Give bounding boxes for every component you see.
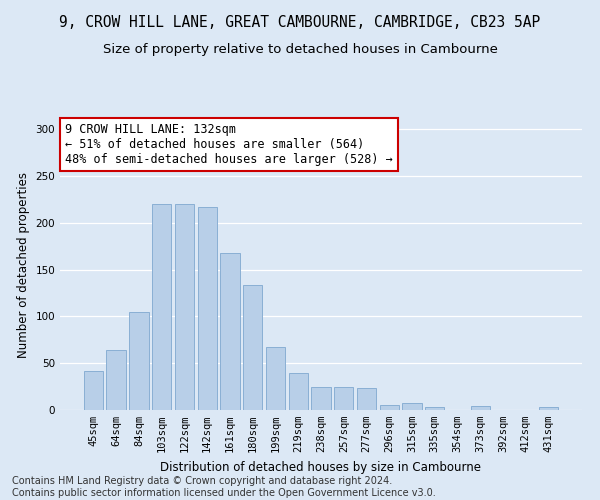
Bar xyxy=(84,370,103,410)
Bar xyxy=(311,386,331,410)
Bar xyxy=(129,312,149,410)
Bar xyxy=(334,386,353,410)
Bar xyxy=(539,407,558,410)
Text: Size of property relative to detached houses in Cambourne: Size of property relative to detached ho… xyxy=(103,42,497,56)
Bar xyxy=(357,388,376,410)
Text: Contains HM Land Registry data © Crown copyright and database right 2024.
Contai: Contains HM Land Registry data © Crown c… xyxy=(12,476,436,498)
Bar xyxy=(152,204,172,410)
Bar xyxy=(289,372,308,410)
Bar xyxy=(425,407,445,410)
Text: 9, CROW HILL LANE, GREAT CAMBOURNE, CAMBRIDGE, CB23 5AP: 9, CROW HILL LANE, GREAT CAMBOURNE, CAMB… xyxy=(59,15,541,30)
Y-axis label: Number of detached properties: Number of detached properties xyxy=(17,172,30,358)
X-axis label: Distribution of detached houses by size in Cambourne: Distribution of detached houses by size … xyxy=(161,460,482,473)
Bar xyxy=(403,404,422,410)
Bar xyxy=(175,204,194,410)
Text: 9 CROW HILL LANE: 132sqm
← 51% of detached houses are smaller (564)
48% of semi-: 9 CROW HILL LANE: 132sqm ← 51% of detach… xyxy=(65,123,393,166)
Bar xyxy=(220,253,239,410)
Bar xyxy=(197,207,217,410)
Bar xyxy=(380,406,399,410)
Bar xyxy=(106,350,126,410)
Bar xyxy=(470,406,490,410)
Bar xyxy=(266,348,285,410)
Bar xyxy=(243,284,262,410)
